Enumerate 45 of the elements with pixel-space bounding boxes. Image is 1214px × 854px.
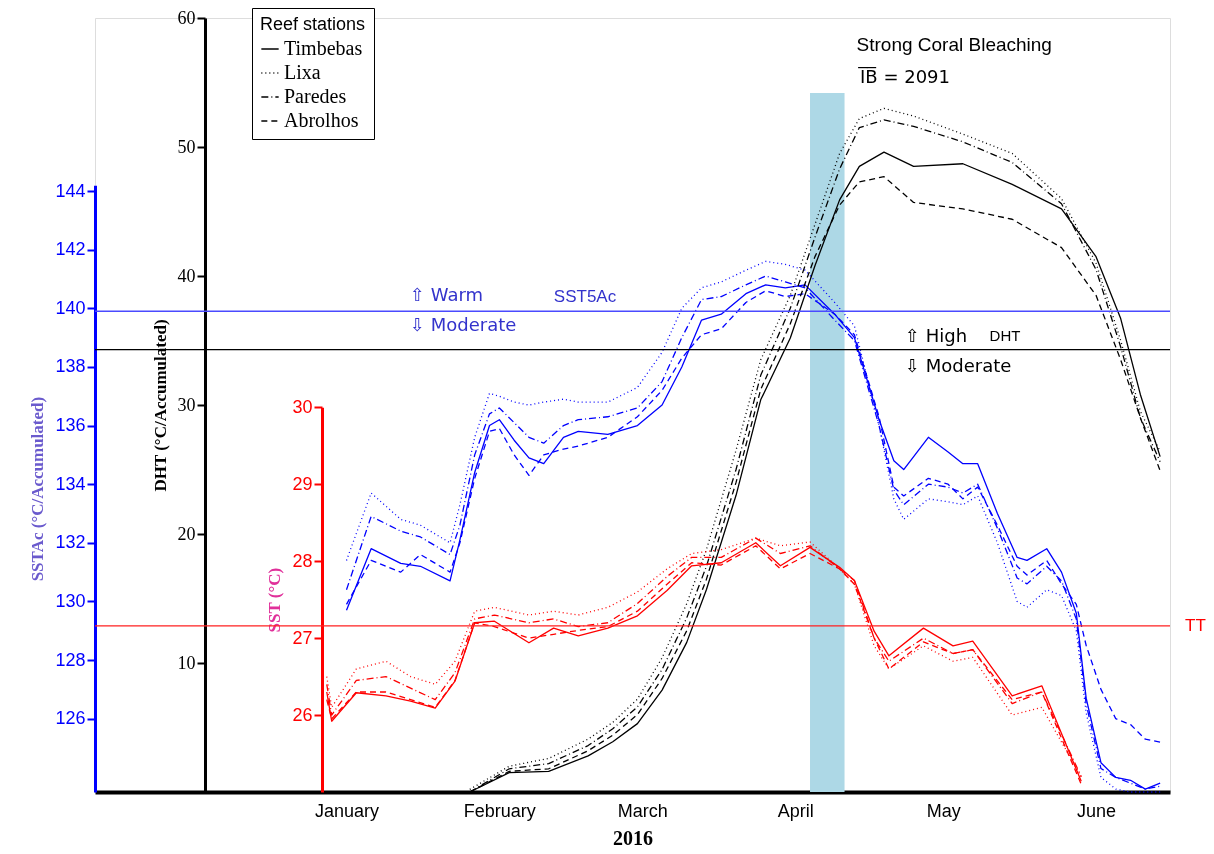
annotation: ⇩ Moderate <box>410 314 517 335</box>
y-tick-label: 10 <box>177 652 196 673</box>
y2-tick-label: 140 <box>55 297 86 318</box>
x-tick-label: January <box>314 800 380 821</box>
y2-tick-label: 126 <box>55 708 86 729</box>
y2-tick-label: 132 <box>55 532 86 553</box>
y2-tick-label: 144 <box>55 180 86 201</box>
y3-axis-title: SST (°C) <box>265 567 285 633</box>
y2-tick-label: 136 <box>55 415 86 436</box>
y-tick-label: 60 <box>177 7 196 28</box>
y2-tick-label: 142 <box>55 239 86 260</box>
annotation: I̅B̅ = 2091 <box>857 65 950 87</box>
y3-tick-label: 28 <box>292 550 313 571</box>
y2-axis-title: SSTAc (°C/Accumulated) <box>28 396 48 582</box>
legend-label: Paredes <box>284 85 347 107</box>
x-tick-label: May <box>926 800 961 821</box>
y-tick-label: 40 <box>177 265 196 286</box>
x-axis-title: 2016 <box>613 826 653 849</box>
x-tick-label: April <box>777 800 814 821</box>
y-tick-label: 30 <box>177 394 196 415</box>
band-label: Strong Coral Bleaching <box>856 34 1052 55</box>
legend-label: Lixa <box>284 61 321 83</box>
x-tick-label: June <box>1077 800 1117 821</box>
y3-tick-label: 27 <box>292 627 313 648</box>
annotation: ⇧ High <box>905 325 968 346</box>
y2-tick-label: 130 <box>55 590 86 611</box>
annotation: ⇧ Warm <box>410 284 484 305</box>
y3-tick-label: 26 <box>292 704 313 725</box>
y2-tick-label: 134 <box>55 473 86 494</box>
annotation: ⇩ Moderate <box>905 355 1012 376</box>
y-axis-title: DHT (°C/Accumulated) <box>150 319 170 492</box>
legend-title: Reef stations <box>260 14 366 34</box>
legend-label: Timbebas <box>284 37 363 59</box>
x-tick-label: March <box>617 800 668 821</box>
legend-label: Abrolhos <box>284 109 359 131</box>
y-tick-label: 50 <box>177 136 196 157</box>
x-tick-label: February <box>463 800 536 821</box>
ref-line-label: TT <box>1185 615 1206 635</box>
ref-line-label: DHT <box>989 326 1021 344</box>
y2-tick-label: 128 <box>55 649 86 670</box>
y-tick-label: 20 <box>177 523 196 544</box>
ref-line-label: SST5Ac <box>553 287 617 307</box>
y3-tick-label: 29 <box>292 473 313 494</box>
y3-tick-label: 30 <box>292 396 313 417</box>
y2-tick-label: 138 <box>55 356 86 377</box>
